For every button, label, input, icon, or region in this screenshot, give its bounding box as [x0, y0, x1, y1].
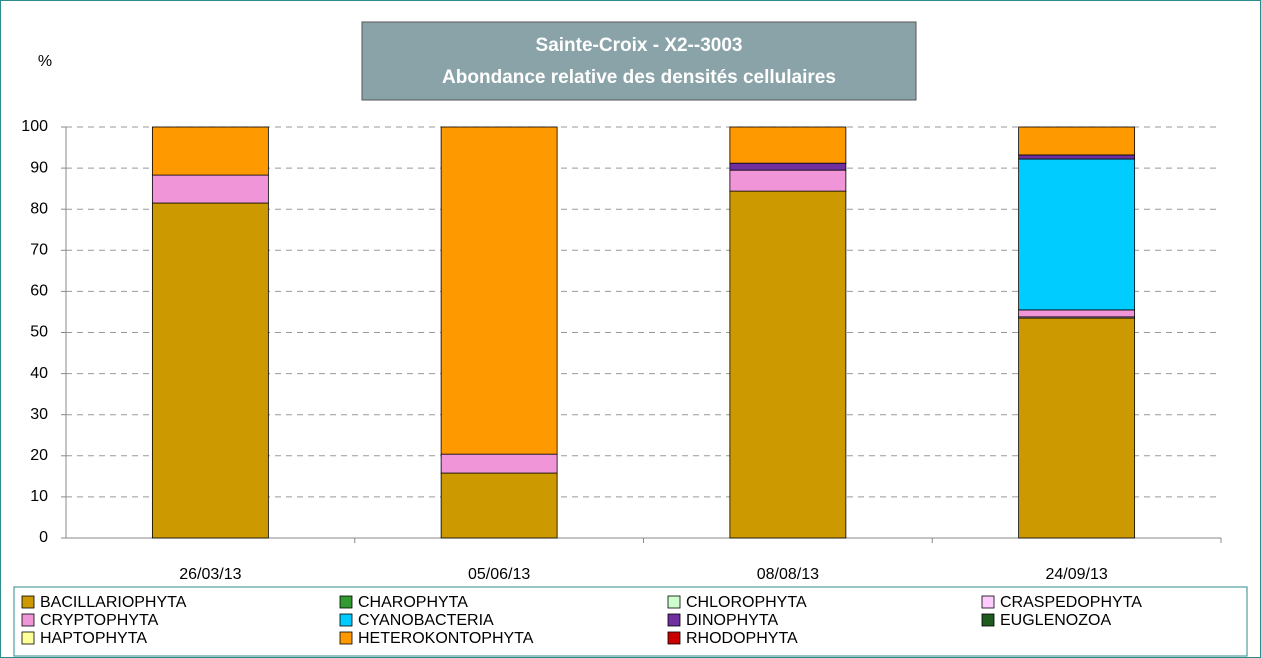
- bar-segment: [1018, 317, 1136, 539]
- bar-segment: [1018, 126, 1136, 156]
- y-tick-label: 60: [30, 283, 48, 300]
- y-tick-label: 0: [39, 529, 48, 546]
- bar-segment: [1018, 309, 1136, 318]
- bar-segment: [151, 126, 269, 176]
- legend-swatch: [339, 613, 353, 627]
- y-tick-label: 20: [30, 447, 48, 464]
- legend-label: HAPTOPHYTA: [40, 630, 147, 647]
- bar-segment: [151, 202, 269, 539]
- x-tick-label: 24/09/13: [1045, 566, 1107, 583]
- legend-label: CYANOBACTERIA: [358, 612, 494, 629]
- title-box: [361, 21, 917, 101]
- bar-segment: [440, 472, 558, 539]
- y-tick-label: 50: [30, 324, 48, 341]
- legend-swatch: [667, 595, 681, 609]
- y-axis-label: %: [38, 53, 52, 70]
- legend-swatch: [981, 595, 995, 609]
- y-tick-label: 10: [30, 488, 48, 505]
- legend-label: EUGLENOZOA: [1000, 612, 1111, 629]
- legend-label: CRYPTOPHYTA: [40, 612, 159, 629]
- x-tick-label: 05/06/13: [468, 566, 530, 583]
- bar-segment: [1018, 154, 1136, 160]
- legend-label: CHAROPHYTA: [358, 594, 468, 611]
- y-tick-label: 40: [30, 365, 48, 382]
- x-tick-label: 08/08/13: [757, 566, 819, 583]
- legend-box: [13, 586, 1248, 657]
- chart-subtitle: Abondance relative des densités cellulai…: [442, 67, 836, 88]
- y-tick-label: 30: [30, 406, 48, 423]
- chart-title: Sainte-Croix - X2--3003: [536, 35, 743, 56]
- y-tick-label: 90: [30, 159, 48, 176]
- legend-label: BACILLARIOPHYTA: [40, 594, 187, 611]
- bar-segment: [1018, 158, 1136, 311]
- legend-swatch: [21, 595, 35, 609]
- legend-swatch: [667, 631, 681, 645]
- legend-swatch: [21, 613, 35, 627]
- legend-swatch: [339, 595, 353, 609]
- bar-segment: [440, 453, 558, 474]
- legend-swatch: [981, 613, 995, 627]
- bar-segment: [729, 169, 847, 192]
- legend-label: HETEROKONTOPHYTA: [358, 630, 534, 647]
- legend-label: CRASPEDOPHYTA: [1000, 594, 1142, 611]
- y-tick-label: 100: [21, 118, 48, 135]
- x-tick-label: 26/03/13: [179, 566, 241, 583]
- bar-segment: [729, 162, 847, 171]
- legend-label: DINOPHYTA: [686, 612, 778, 629]
- legend-swatch: [339, 631, 353, 645]
- y-tick-label: 80: [30, 200, 48, 217]
- legend-swatch: [667, 613, 681, 627]
- bar-segment: [151, 174, 269, 204]
- y-tick-label: 70: [30, 242, 48, 259]
- legend-label: CHLOROPHYTA: [686, 594, 807, 611]
- legend-swatch: [21, 631, 35, 645]
- legend-label: RHODOPHYTA: [686, 630, 798, 647]
- bar-segment: [440, 126, 558, 455]
- bar-segment: [729, 126, 847, 164]
- bar-segment: [729, 190, 847, 539]
